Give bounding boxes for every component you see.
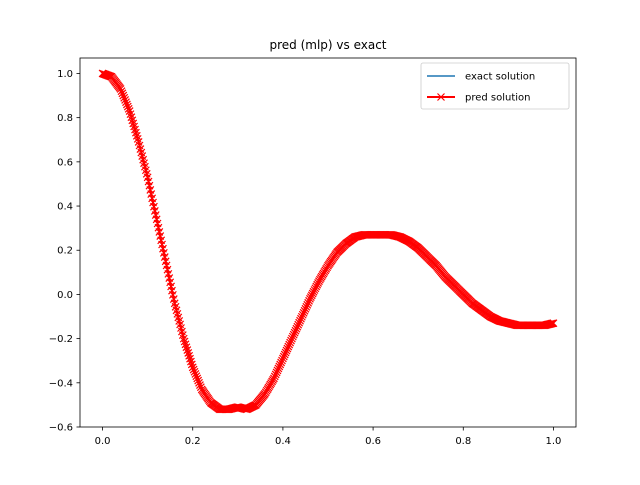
data-point-marker	[186, 354, 194, 363]
data-point-marker	[117, 87, 126, 96]
data-point-marker	[305, 296, 313, 305]
data-point-marker	[194, 376, 203, 385]
data-point-marker	[293, 322, 302, 331]
data-point-marker	[184, 349, 193, 357]
data-point-marker	[116, 85, 125, 93]
data-point-marker	[300, 306, 309, 315]
data-point-marker	[289, 330, 298, 339]
data-point-marker	[304, 298, 313, 307]
data-point-marker	[181, 340, 190, 349]
data-point-marker	[278, 356, 286, 365]
data-point-marker	[298, 310, 307, 319]
y-tick-label: −0.6	[49, 423, 73, 434]
data-point-marker	[280, 350, 289, 359]
axes: 0.0 0.2 0.4 0.6 0.8 1.0 −0.6 −0.4 −0.2 0.0 0.2 0.4 0…	[49, 57, 577, 447]
x-tick-label: 0.6	[365, 436, 381, 447]
data-point-marker	[549, 319, 558, 328]
legend: exact solution pred solution	[420, 62, 570, 110]
data-point-marker	[195, 378, 203, 387]
data-point-marker	[281, 348, 290, 357]
data-point-marker	[192, 372, 201, 381]
data-point-marker	[290, 328, 299, 337]
data-point-marker	[283, 344, 292, 353]
data-point-marker	[297, 314, 305, 323]
data-point-marker	[295, 318, 304, 327]
data-point-marker	[288, 332, 297, 341]
x-tick-label: 0.2	[185, 436, 201, 447]
data-point-marker	[120, 93, 129, 102]
y-tick-label: −0.4	[49, 378, 73, 389]
data-point-marker	[190, 367, 199, 376]
legend-marker-pred-solution	[437, 93, 445, 101]
plot-area	[98, 69, 558, 414]
data-point-marker	[122, 100, 131, 109]
data-point-marker	[291, 326, 300, 335]
y-tick-label: 0.8	[57, 113, 73, 124]
series-markers-pred-solution	[98, 69, 558, 414]
data-point-marker	[303, 300, 312, 309]
data-point-marker	[294, 320, 303, 329]
data-point-marker	[271, 370, 280, 379]
data-point-marker	[196, 381, 204, 389]
data-point-marker	[272, 368, 281, 377]
data-point-marker	[302, 302, 311, 311]
y-tick-label: 1.0	[57, 69, 73, 80]
y-tick-label: 0.4	[57, 202, 73, 213]
data-point-marker	[301, 304, 310, 313]
data-point-marker	[188, 363, 197, 372]
legend-label-exact-solution: exact solution	[465, 72, 535, 83]
data-point-marker	[183, 346, 192, 355]
data-point-marker	[191, 370, 200, 378]
data-point-marker	[124, 104, 133, 113]
x-tick-label: 1.0	[546, 436, 562, 447]
chart-title: pred (mlp) vs exact	[269, 38, 386, 52]
x-tick-label: 0.8	[455, 436, 471, 447]
data-point-marker	[179, 334, 188, 343]
data-point-marker	[296, 316, 304, 325]
data-point-marker	[275, 362, 284, 371]
y-tick-label: 0.2	[57, 246, 73, 257]
y-tick-label: −0.2	[49, 334, 73, 345]
data-point-marker	[119, 91, 128, 100]
data-point-marker	[118, 89, 127, 98]
axes-frame	[79, 57, 577, 428]
data-point-marker	[292, 324, 301, 333]
data-point-marker	[288, 334, 296, 343]
data-point-marker	[122, 98, 130, 107]
data-point-marker	[189, 365, 198, 374]
data-point-marker	[187, 360, 196, 369]
x-tick-label: 0.0	[95, 436, 111, 447]
data-point-marker	[279, 352, 288, 361]
data-point-marker	[274, 364, 283, 373]
data-point-marker	[182, 343, 191, 352]
data-point-marker	[269, 374, 278, 383]
data-point-marker	[193, 374, 202, 383]
data-point-marker	[121, 96, 130, 104]
data-point-marker	[273, 366, 282, 375]
data-point-marker	[276, 360, 285, 369]
legend-label-pred-solution: pred solution	[465, 93, 531, 104]
legend-box	[420, 62, 570, 110]
data-point-marker	[287, 336, 295, 345]
data-point-marker	[297, 312, 306, 321]
data-point-marker	[285, 340, 294, 349]
y-tick-label: 0.6	[57, 157, 73, 168]
data-point-marker	[123, 102, 132, 111]
data-point-marker	[284, 342, 293, 351]
data-point-marker	[185, 351, 194, 360]
data-point-marker	[270, 372, 279, 381]
data-point-marker	[299, 308, 308, 317]
data-point-marker	[180, 337, 189, 346]
data-point-marker	[286, 338, 295, 347]
data-point-marker	[277, 358, 286, 367]
y-tick-label: 0.0	[57, 290, 73, 301]
data-point-marker	[282, 346, 291, 355]
x-tick-label: 0.4	[275, 436, 291, 447]
data-point-marker	[278, 354, 287, 363]
data-point-marker	[186, 357, 195, 366]
